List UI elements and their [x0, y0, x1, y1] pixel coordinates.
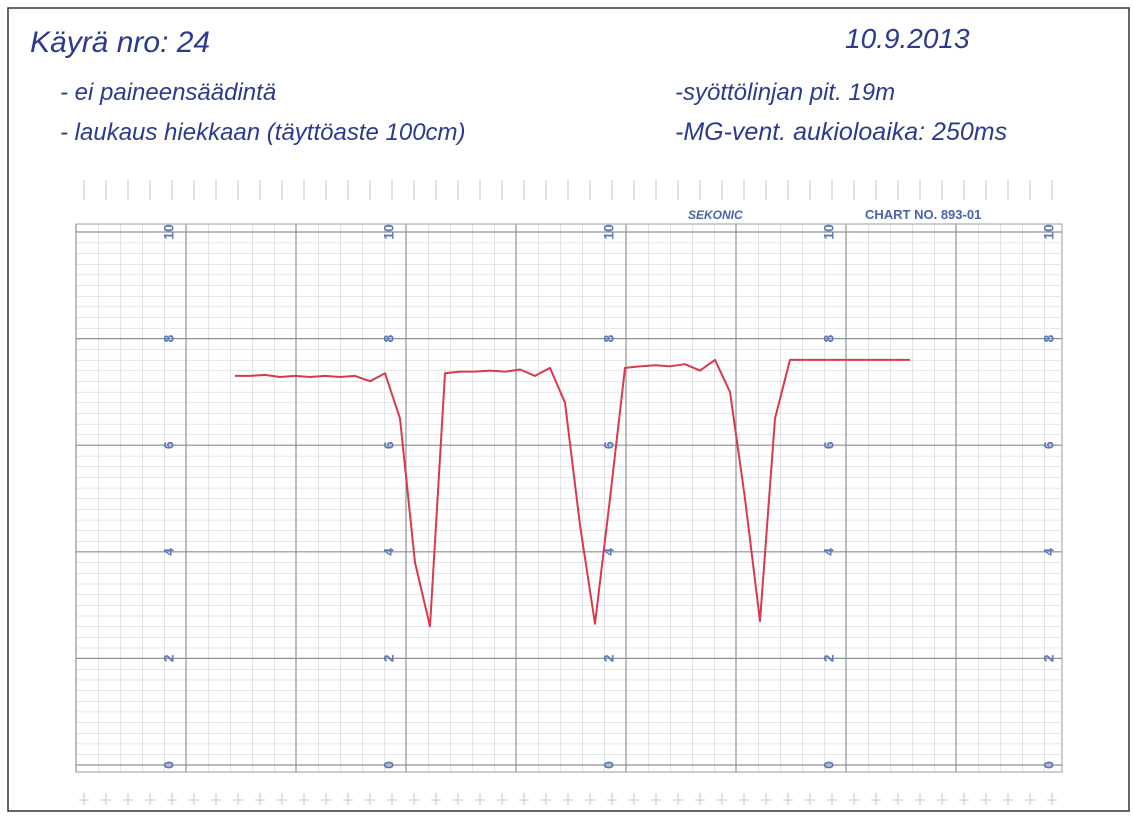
- note-title: Käyrä nro: 24: [30, 26, 210, 59]
- y-tick-label: 6: [601, 441, 617, 449]
- y-tick-label: 2: [381, 654, 397, 662]
- y-tick-label: 0: [381, 761, 397, 769]
- y-tick-label: 8: [381, 334, 397, 342]
- y-tick-label: 10: [601, 224, 617, 240]
- y-tick-label: 10: [1041, 224, 1057, 240]
- note: -MG-vent. aukioloaika: 250ms: [675, 118, 1007, 146]
- page: Käyrä nro: 24 10.9.2013 - ei paineensääd…: [0, 0, 1134, 819]
- y-tick-label: 10: [161, 224, 177, 240]
- y-tick-label: 8: [601, 334, 617, 342]
- y-tick-label: 10: [821, 224, 837, 240]
- y-tick-label: 8: [161, 334, 177, 342]
- scan: Käyrä nro: 24 10.9.2013 - ei paineensääd…: [0, 0, 1134, 819]
- chart-no: CHART NO. 893-01: [865, 207, 981, 222]
- y-tick-label: 4: [1041, 548, 1057, 556]
- y-tick-label: 2: [1041, 654, 1057, 662]
- y-tick-label: 6: [821, 441, 837, 449]
- y-tick-label: 0: [1041, 761, 1057, 769]
- note: -syöttölinjan pit. 19m: [675, 79, 895, 106]
- y-tick-label: 0: [161, 761, 177, 769]
- y-tick-label: 6: [381, 441, 397, 449]
- y-tick-label: 10: [381, 224, 397, 240]
- note: - ei paineensäädintä: [60, 79, 276, 106]
- grid-paper: [76, 224, 1062, 772]
- note: - laukaus hiekkaan (täyttöaste 100cm): [60, 119, 466, 146]
- y-tick-label: 8: [821, 334, 837, 342]
- y-tick-label: 2: [161, 654, 177, 662]
- y-tick-label: 2: [821, 654, 837, 662]
- note-date: 10.9.2013: [845, 23, 970, 54]
- y-tick-label: 2: [601, 654, 617, 662]
- y-tick-label: 0: [601, 761, 617, 769]
- y-tick-label: 0: [821, 761, 837, 769]
- y-tick-label: 4: [821, 548, 837, 556]
- y-tick-label: 6: [1041, 441, 1057, 449]
- y-tick-label: 4: [381, 548, 397, 556]
- y-tick-label: 6: [161, 441, 177, 449]
- y-tick-label: 8: [1041, 334, 1057, 342]
- y-tick-label: 4: [161, 548, 177, 556]
- brand: SEKONIC: [688, 208, 743, 222]
